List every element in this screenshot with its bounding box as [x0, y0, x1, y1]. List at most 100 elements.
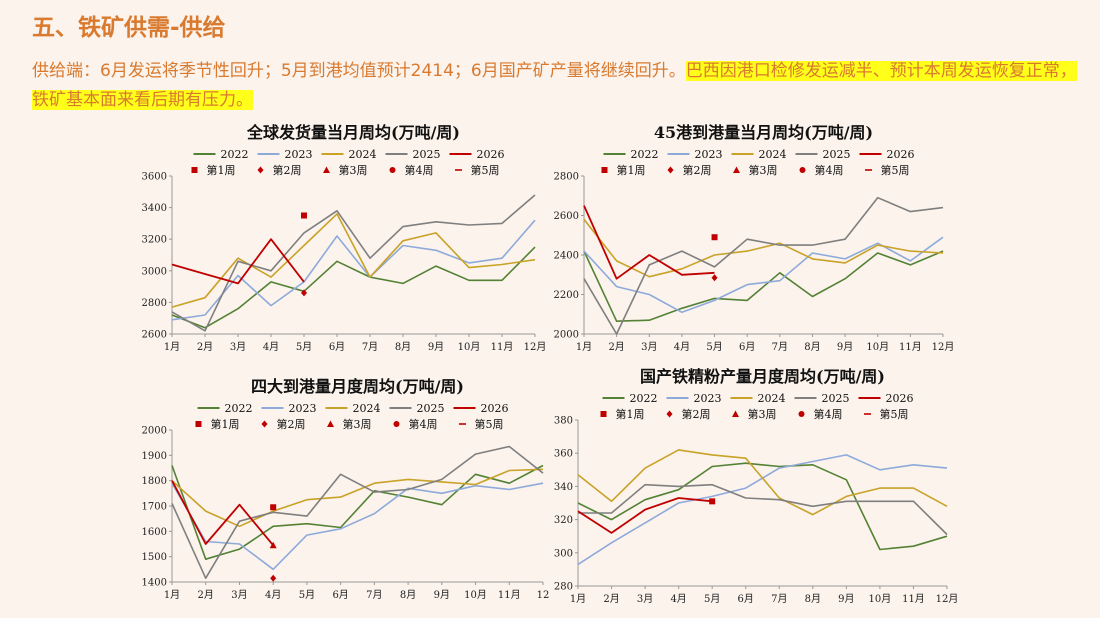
legend-label-2023: 2023: [695, 148, 723, 161]
legend-marker-week-4: [393, 421, 400, 427]
summary-plain: 供给端：6月发运将季节性回升；5月到港均值预计2414；6月国产矿产量将继续回升…: [32, 61, 686, 81]
legend-label-2026: 2026: [477, 148, 505, 161]
y-tick-label: 300: [554, 548, 573, 559]
week-marker-1: [270, 504, 277, 511]
legend-label-2024: 2024: [349, 148, 377, 161]
x-tick-label: 8月: [804, 341, 820, 353]
week-marker-1: [709, 498, 716, 505]
x-tick-label: 8月: [805, 593, 821, 605]
y-tick-label: 1400: [142, 578, 167, 589]
x-tick-label: 8月: [400, 589, 416, 601]
legend-marker-week-4: [798, 411, 805, 417]
legend-label-2023: 2023: [289, 402, 317, 415]
legend-label-week-2: 第2周: [273, 163, 302, 177]
legend-marker-week-2: [666, 410, 673, 418]
week-marker-1: [301, 212, 307, 219]
series-line-2022: [583, 250, 944, 323]
x-tick-label: 4月: [670, 593, 686, 605]
y-tick-label: 340: [554, 482, 573, 493]
x-tick-label: 9月: [428, 341, 444, 353]
x-tick-label: 7月: [772, 341, 788, 353]
x-tick-label: 3月: [637, 593, 653, 605]
x-tick-label: 7月: [366, 589, 382, 601]
legend-label-2024: 2024: [759, 148, 787, 161]
x-tick-label: 6月: [738, 593, 754, 605]
legend-label-week-4: 第4周: [814, 407, 843, 421]
week-marker-2: [270, 574, 277, 582]
series-line-2026: [583, 205, 715, 280]
x-tick-label: 9月: [434, 589, 450, 601]
x-tick-label: 4月: [674, 341, 690, 353]
legend-label-week-1: 第1周: [617, 163, 646, 177]
y-tick-label: 1600: [142, 527, 167, 538]
legend-label-week-5: 第5周: [880, 407, 909, 421]
y-tick-label: 280: [554, 582, 573, 593]
series-line-2025: [578, 483, 948, 536]
y-tick-label: 2800: [142, 298, 167, 309]
x-tick-label: 11月: [899, 341, 922, 353]
series-line-2022: [577, 462, 948, 551]
series-line-2022: [171, 246, 536, 329]
chart-title: 国产铁精粉产量月度周均(万吨/周): [640, 367, 885, 386]
x-tick-label: 11月: [498, 589, 521, 601]
x-tick-label: 12月: [932, 341, 955, 353]
series-line-2024: [171, 468, 544, 528]
series-line-2023: [171, 482, 544, 571]
legend-label-2023: 2023: [285, 148, 313, 161]
chart-title: 全球发货量当月周均(万吨/周): [246, 123, 460, 142]
y-tick-label: 2000: [554, 330, 579, 341]
legend-label-week-3: 第3周: [749, 163, 778, 177]
legend-label-week-3: 第3周: [339, 163, 368, 177]
legend-label-2023: 2023: [694, 392, 722, 405]
x-tick-label: 5月: [296, 341, 312, 353]
x-tick-label: 12月: [524, 341, 547, 353]
legend-label-2024: 2024: [758, 392, 786, 405]
legend-label-week-2: 第2周: [277, 417, 306, 431]
legend-label-2026: 2026: [887, 148, 915, 161]
x-tick-label: 10月: [869, 593, 892, 605]
series-line-2024: [577, 449, 948, 516]
series-line-2025: [583, 196, 944, 335]
y-tick-label: 2600: [142, 330, 167, 341]
x-tick-label: 2月: [197, 341, 213, 353]
x-tick-label: 6月: [332, 589, 348, 601]
legend-label-2025: 2025: [413, 148, 441, 161]
y-tick-label: 360: [554, 449, 573, 460]
x-tick-label: 7月: [362, 341, 378, 353]
y-tick-label: 320: [554, 515, 573, 526]
legend-label-2024: 2024: [353, 402, 381, 415]
legend-label-week-1: 第1周: [207, 163, 236, 177]
series-line-2025: [171, 445, 544, 580]
series-line-2024: [171, 213, 536, 308]
y-tick-label: 2800: [554, 172, 579, 183]
x-tick-label: 4月: [263, 341, 279, 353]
y-tick-label: 2400: [554, 251, 579, 262]
series-line-2026: [171, 480, 274, 546]
chart-title: 四大到港量月度周均(万吨/周): [251, 377, 464, 396]
x-tick-label: 10月: [458, 341, 481, 353]
series-line-2026: [577, 497, 713, 534]
y-tick-label: 2000: [142, 426, 167, 437]
x-tick-label: 4月: [265, 589, 281, 601]
x-tick-label: 7月: [771, 593, 787, 605]
x-tick-label: 3月: [231, 589, 247, 601]
legend-marker-week-3: [327, 420, 334, 427]
x-tick-label: 8月: [395, 341, 411, 353]
legend-label-week-3: 第3周: [343, 417, 372, 431]
legend-marker-week-4: [389, 167, 396, 173]
legend-label-week-4: 第4周: [405, 163, 434, 177]
x-tick-label: 1月: [164, 341, 180, 353]
x-tick-label: 3月: [230, 341, 246, 353]
y-tick-label: 3000: [142, 266, 167, 277]
legend-label-week-4: 第4周: [409, 417, 438, 431]
week-marker-2: [301, 289, 307, 297]
legend-marker-week-2: [257, 166, 264, 174]
legend-label-2025: 2025: [823, 148, 851, 161]
x-tick-label: 11月: [902, 593, 925, 605]
legend-marker-week-2: [667, 166, 674, 174]
legend-label-week-5: 第5周: [471, 163, 500, 177]
legend-label-2022: 2022: [631, 148, 659, 161]
legend-label-week-2: 第2周: [682, 407, 711, 421]
week-marker-2: [711, 274, 718, 282]
